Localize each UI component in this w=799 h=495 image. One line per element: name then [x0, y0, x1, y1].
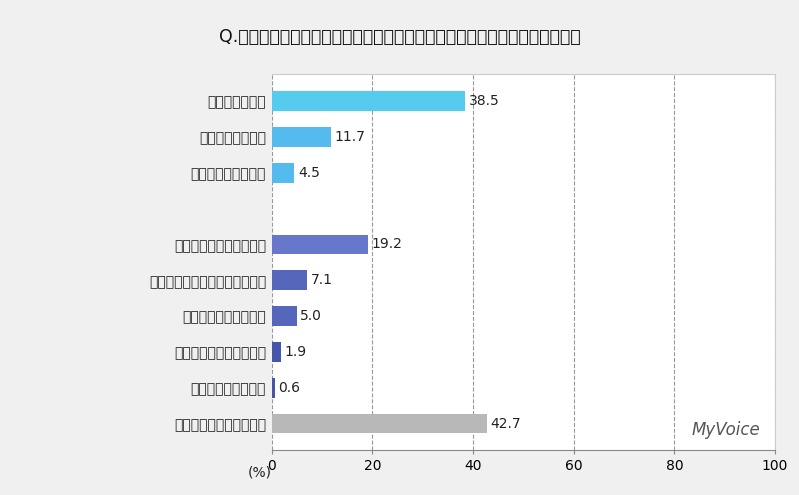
Text: 5.0: 5.0: [300, 309, 322, 323]
Bar: [272, 127, 331, 147]
Text: Q.どのタイプのイヤホン・ヘッドホン・ヘッドセットを利用していますか？: Q.どのタイプのイヤホン・ヘッドホン・ヘッドセットを利用していますか？: [219, 28, 580, 46]
Text: 1.9: 1.9: [284, 345, 307, 359]
Bar: [272, 378, 275, 397]
Bar: [272, 414, 487, 434]
Text: 0.6: 0.6: [278, 381, 300, 395]
Text: MyVoice: MyVoice: [691, 421, 760, 439]
Text: 42.7: 42.7: [490, 417, 521, 431]
Bar: [272, 306, 297, 326]
Bar: [272, 163, 294, 183]
Text: (%): (%): [248, 466, 272, 480]
Bar: [272, 342, 281, 362]
Text: 11.7: 11.7: [334, 130, 365, 144]
Text: 7.1: 7.1: [311, 273, 333, 287]
Text: 4.5: 4.5: [298, 166, 320, 180]
Bar: [272, 91, 466, 111]
Bar: [272, 235, 368, 254]
Text: 19.2: 19.2: [372, 238, 403, 251]
Text: 38.5: 38.5: [469, 94, 499, 108]
Bar: [272, 270, 308, 290]
